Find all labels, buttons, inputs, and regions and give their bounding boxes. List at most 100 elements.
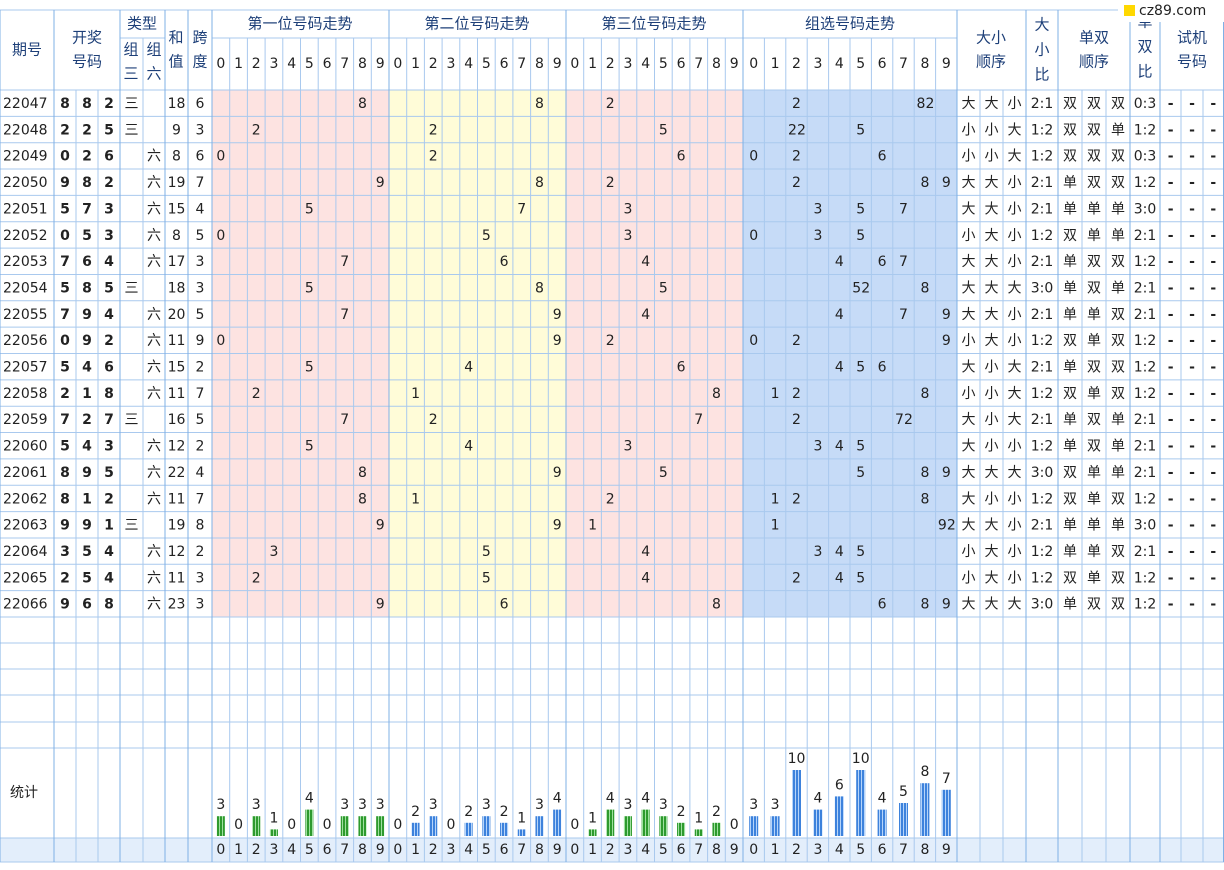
stat-value: 3 — [535, 797, 544, 813]
span: 2 — [196, 439, 205, 455]
stat-bar — [834, 796, 844, 836]
parity: 单 — [1063, 175, 1077, 191]
size: 大 — [985, 333, 999, 349]
trial: - — [1168, 412, 1174, 428]
parity: 双 — [1063, 149, 1077, 165]
draw-number: 7 — [60, 412, 70, 428]
stat-bar — [694, 829, 703, 836]
stat-value: 3 — [771, 797, 780, 813]
footer-digit: 1 — [411, 842, 420, 858]
stat-value: 3 — [659, 797, 668, 813]
size: 大 — [962, 412, 976, 428]
group-digit: 2 — [792, 96, 801, 112]
size: 小 — [1008, 333, 1022, 349]
trend-digit: 8 — [712, 597, 721, 613]
span: 2 — [196, 544, 205, 560]
size-ratio: 1:2 — [1031, 570, 1054, 586]
header-text: 双 — [1137, 38, 1152, 56]
size: 小 — [962, 544, 976, 560]
parity: 双 — [1063, 386, 1077, 402]
group-digit: 8 — [920, 597, 929, 613]
trial: - — [1210, 597, 1216, 613]
size: 大 — [985, 307, 999, 323]
trial: - — [1210, 96, 1216, 112]
stat-bar — [749, 816, 759, 836]
parity-ratio: 2:1 — [1134, 465, 1157, 481]
sum: 22 — [168, 465, 186, 481]
size: 大 — [1008, 597, 1022, 613]
period: 22051 — [3, 201, 48, 217]
trend-digit: 7 — [694, 412, 703, 428]
parity: 单 — [1063, 597, 1077, 613]
repeat-count: 2 — [925, 96, 934, 112]
trial: - — [1189, 465, 1195, 481]
group-digit: 9 — [942, 307, 951, 323]
size: 小 — [962, 333, 976, 349]
trial: - — [1210, 544, 1216, 560]
sum: 8 — [172, 149, 181, 165]
stat-value: 10 — [852, 751, 870, 767]
trend-digit: 5 — [482, 570, 491, 586]
type: 六 — [147, 149, 161, 165]
stat-value: 0 — [446, 817, 455, 833]
draw-number: 2 — [60, 122, 70, 138]
footer-digit: 3 — [269, 842, 278, 858]
parity: 双 — [1111, 96, 1125, 112]
header-digit: 3 — [813, 56, 822, 72]
draw-number: 6 — [82, 597, 92, 613]
trial: - — [1168, 544, 1174, 560]
group-digit: 5 — [856, 439, 865, 455]
sum: 20 — [168, 307, 186, 323]
trial: - — [1189, 307, 1195, 323]
header-digit: 4 — [287, 56, 296, 72]
period: 22063 — [3, 518, 48, 534]
stat-bar — [269, 829, 278, 836]
draw-number: 7 — [104, 412, 114, 428]
stat-value: 0 — [234, 817, 243, 833]
parity: 双 — [1087, 149, 1101, 165]
stat-value: 1 — [517, 810, 526, 826]
header-digit: 3 — [623, 56, 632, 72]
span: 7 — [196, 386, 205, 402]
header-text: 单双 — [1079, 29, 1109, 47]
group-digit: 1 — [771, 491, 780, 507]
size: 小 — [962, 228, 976, 244]
parity: 双 — [1063, 465, 1077, 481]
size-ratio: 1:2 — [1031, 491, 1054, 507]
header-digit: 2 — [606, 56, 615, 72]
trial: - — [1210, 333, 1216, 349]
trial: - — [1210, 570, 1216, 586]
header-digit: 1 — [411, 56, 420, 72]
parity: 单 — [1111, 201, 1125, 217]
size-ratio: 2:1 — [1031, 96, 1054, 112]
trial: - — [1189, 412, 1195, 428]
draw-number: 9 — [60, 518, 70, 534]
type: 六 — [147, 175, 161, 191]
trend-digit: 9 — [376, 518, 385, 534]
period: 22066 — [3, 597, 48, 613]
trial: - — [1168, 518, 1174, 534]
header-digit: 6 — [878, 56, 887, 72]
group-digit: 9 — [942, 175, 951, 191]
sum: 16 — [168, 412, 186, 428]
footer-digit: 5 — [305, 842, 314, 858]
draw-number: 2 — [82, 149, 92, 165]
trial: - — [1210, 280, 1216, 296]
draw-number: 4 — [82, 360, 92, 376]
stat-value: 3 — [623, 797, 632, 813]
parity: 单 — [1063, 439, 1077, 455]
footer-digit: 9 — [730, 842, 739, 858]
header-text: 组 — [146, 41, 161, 59]
group-digit: 5 — [856, 544, 865, 560]
parity: 双 — [1087, 122, 1101, 138]
group-digit: 6 — [878, 597, 887, 613]
trend-digit: 9 — [553, 518, 562, 534]
size: 小 — [1008, 228, 1022, 244]
trend-digit: 1 — [411, 386, 420, 402]
draw-number: 5 — [60, 280, 70, 296]
logo-square — [1124, 5, 1135, 16]
size: 小 — [985, 360, 999, 376]
header-digit: 1 — [588, 56, 597, 72]
size: 小 — [1008, 439, 1022, 455]
footer-digit: 2 — [429, 842, 438, 858]
